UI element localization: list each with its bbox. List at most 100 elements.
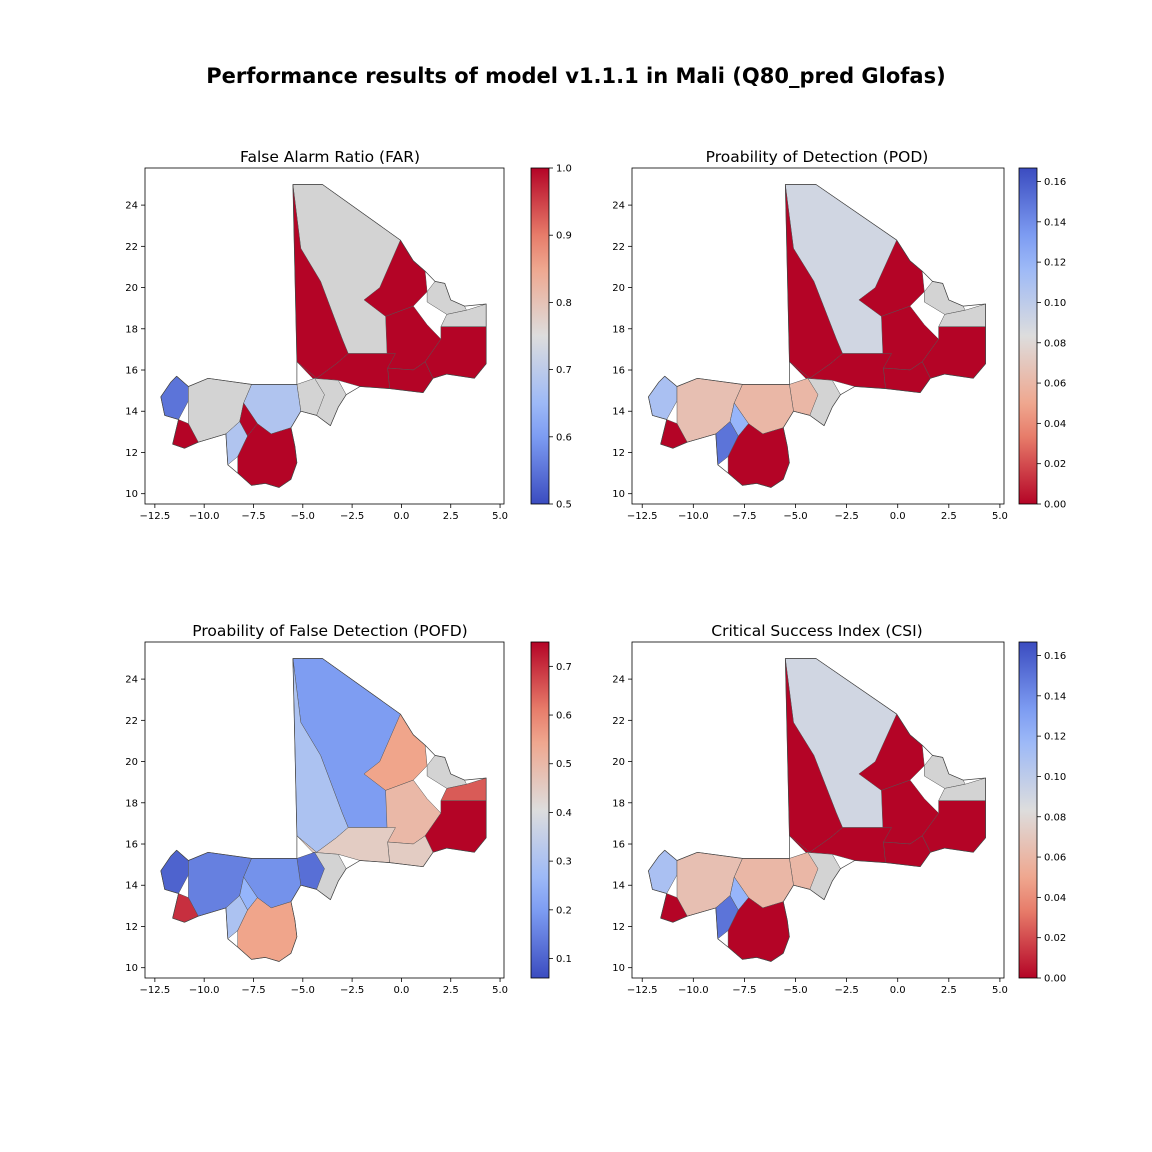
y-tick-label: 20 <box>612 757 625 768</box>
colorbar-tick-label: 0.8 <box>556 298 572 309</box>
colorbar-tick-label: 0.4 <box>556 808 572 819</box>
y-tick-label: 12 <box>125 448 138 459</box>
y-tick-label: 24 <box>612 675 625 686</box>
colorbar-tick-label: 0.6 <box>556 432 572 443</box>
y-tick-label: 10 <box>612 963 625 974</box>
colorbar-tick-label: 0.5 <box>556 759 572 770</box>
country-outline <box>160 184 487 488</box>
y-tick-label: 20 <box>125 757 138 768</box>
colorbar-tick-label: 0.08 <box>1044 812 1066 823</box>
x-tick-label: 2.5 <box>443 985 459 996</box>
y-tick-label: 22 <box>612 242 625 253</box>
colorbar-tick-label: 0.10 <box>1044 298 1066 309</box>
x-tick-label: 5.0 <box>992 511 1008 522</box>
y-tick-label: 10 <box>612 489 625 500</box>
y-tick-label: 16 <box>612 366 625 377</box>
x-tick-label: −12.5 <box>140 985 171 996</box>
y-tick-label: 18 <box>612 798 625 809</box>
y-tick-label: 18 <box>612 324 625 335</box>
colorbar-tick-label: 0.2 <box>556 905 572 916</box>
colorbar-tick-label: 0.7 <box>556 662 572 673</box>
colorbar-tick-label: 0.06 <box>1044 853 1066 864</box>
country-outline <box>160 658 487 962</box>
x-tick-label: 2.5 <box>941 985 957 996</box>
colorbar <box>1018 167 1038 505</box>
colorbar-tick-label: 0.5 <box>556 500 572 511</box>
map-panel-3: Proability of False Detection (POFD) −12.… <box>125 622 572 996</box>
y-tick-label: 16 <box>125 840 138 851</box>
x-tick-label: −5.0 <box>291 511 315 522</box>
map-panel-1: False Alarm Ratio (FAR) −12.5 −10.0 −7.5 −5.… <box>125 148 572 522</box>
colorbar-tick-label: 0.00 <box>1044 974 1066 985</box>
x-tick-label: 0.0 <box>890 511 906 522</box>
x-tick-label: −7.5 <box>732 511 756 522</box>
colorbar-tick-label: 0.9 <box>556 231 572 242</box>
colorbar-tick-label: 0.14 <box>1044 691 1066 702</box>
x-tick-label: 5.0 <box>492 511 508 522</box>
y-tick-label: 10 <box>125 489 138 500</box>
panel-title: Proability of False Detection (POFD) <box>192 622 467 640</box>
y-tick-label: 14 <box>125 881 138 892</box>
colorbar-tick-label: 0.02 <box>1044 459 1066 470</box>
colorbar-tick-label: 0.16 <box>1044 177 1066 188</box>
y-tick-label: 24 <box>612 201 625 212</box>
colorbar-tick-label: 0.7 <box>556 365 572 376</box>
colorbar-tick-label: 0.06 <box>1044 379 1066 390</box>
x-tick-label: 0.0 <box>393 511 409 522</box>
y-tick-label: 12 <box>612 922 625 933</box>
colorbar-tick-label: 0.16 <box>1044 651 1066 662</box>
x-tick-label: −10.0 <box>678 985 709 996</box>
x-tick-label: −7.5 <box>241 511 265 522</box>
x-tick-label: −12.5 <box>627 511 658 522</box>
y-tick-label: 24 <box>125 201 138 212</box>
region-bamako <box>239 402 258 437</box>
panel-title: False Alarm Ratio (FAR) <box>240 148 420 166</box>
y-tick-label: 18 <box>125 324 138 335</box>
x-tick-label: −2.5 <box>340 985 364 996</box>
colorbar-tick-label: 0.02 <box>1044 933 1066 944</box>
y-tick-label: 22 <box>125 716 138 727</box>
y-tick-label: 18 <box>125 798 138 809</box>
x-tick-label: −10.0 <box>189 985 220 996</box>
country-outline <box>648 184 986 488</box>
colorbar-tick-label: 0.08 <box>1044 338 1066 349</box>
colorbar-tick-label: 0.10 <box>1044 772 1066 783</box>
panel-title: Critical Success Index (CSI) <box>711 622 922 640</box>
y-tick-label: 16 <box>125 366 138 377</box>
colorbar-tick-label: 1.0 <box>556 164 572 175</box>
region-bamako <box>729 402 749 437</box>
x-tick-label: 2.5 <box>941 511 957 522</box>
y-tick-label: 16 <box>612 840 625 851</box>
region-bamako <box>239 876 258 911</box>
y-tick-label: 14 <box>125 407 138 418</box>
x-tick-label: −2.5 <box>340 511 364 522</box>
y-tick-label: 14 <box>612 407 625 418</box>
x-tick-label: −12.5 <box>140 511 171 522</box>
colorbar-tick-label: 0.00 <box>1044 500 1066 511</box>
colorbar <box>530 167 550 505</box>
y-tick-label: 12 <box>612 448 625 459</box>
x-tick-label: −7.5 <box>732 985 756 996</box>
colorbar-tick-label: 0.1 <box>556 954 572 965</box>
x-tick-label: 0.0 <box>890 985 906 996</box>
figure-title: Performance results of model v1.1.1 in M… <box>206 64 946 88</box>
x-tick-label: 2.5 <box>443 511 459 522</box>
x-tick-label: 0.0 <box>393 985 409 996</box>
y-tick-label: 14 <box>612 881 625 892</box>
colorbar <box>1018 641 1038 979</box>
colorbar-tick-label: 0.3 <box>556 857 572 868</box>
x-tick-label: 5.0 <box>492 985 508 996</box>
panel-title: Proability of Detection (POD) <box>706 148 929 166</box>
colorbar-tick-label: 0.12 <box>1044 732 1066 743</box>
y-tick-label: 20 <box>125 283 138 294</box>
colorbar-tick-label: 0.04 <box>1044 893 1066 904</box>
country-outline <box>648 658 986 962</box>
x-tick-label: −7.5 <box>241 985 265 996</box>
y-tick-label: 22 <box>612 716 625 727</box>
colorbar-tick-label: 0.04 <box>1044 419 1066 430</box>
region-bamako <box>729 876 749 911</box>
x-tick-label: −5.0 <box>783 511 807 522</box>
map-panel-2: Proability of Detection (POD) −12.5 −10.0 −… <box>612 148 1066 522</box>
colorbar-tick-label: 0.6 <box>556 711 572 722</box>
